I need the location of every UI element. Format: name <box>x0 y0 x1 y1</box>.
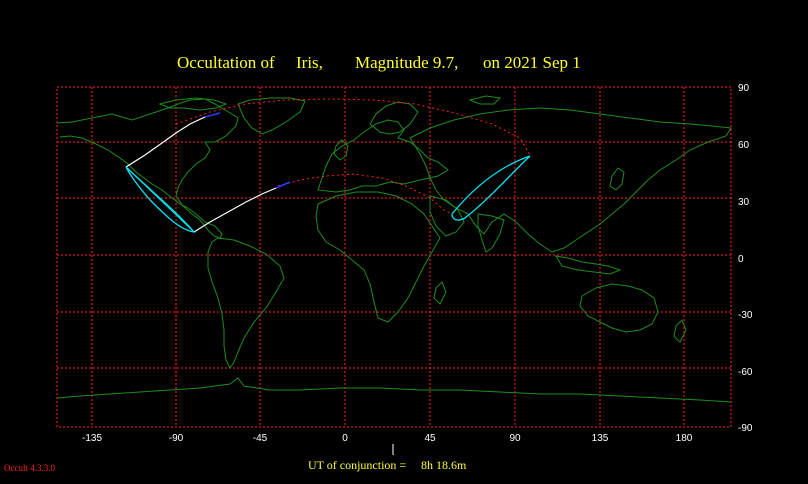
coast-japan <box>609 167 625 191</box>
coast-scandinavia <box>369 101 419 135</box>
coast-antarctica <box>56 377 732 403</box>
title-occultation-prefix: Occultation of <box>177 53 275 72</box>
coast-madagascar <box>433 281 447 305</box>
x-tick-label: 135 <box>592 433 609 444</box>
conjunction-info: UT of conjunction = 8h 18.6m <box>308 458 467 472</box>
coast-britain <box>333 139 349 161</box>
x-tick-label: -135 <box>82 433 102 444</box>
coast-greenland <box>237 97 306 135</box>
y-tick-label: -90 <box>738 423 753 434</box>
y-tick-label: 0 <box>738 254 744 265</box>
coast-india <box>477 213 505 253</box>
y-tick-label: -30 <box>738 310 753 321</box>
horizon-limit-chord-west <box>125 166 195 233</box>
coast-australia <box>579 283 659 333</box>
coast-europe <box>317 119 449 193</box>
x-tick-label: 180 <box>676 433 693 444</box>
title-magnitude: Magnitude 9.7, <box>355 53 458 72</box>
x-tick-label: -45 <box>253 433 268 444</box>
title-object: Iris, <box>296 53 323 72</box>
coast-north-america <box>56 98 239 239</box>
x-tick-label: 45 <box>424 433 436 444</box>
horizon-limit-loop-east <box>451 155 531 221</box>
title-date: on 2021 Sep 1 <box>483 53 581 72</box>
horizon-limit-loop-west <box>125 166 196 233</box>
y-axis-ticks: 90 60 30 0 -30 -60 -90 <box>738 83 753 434</box>
coast-arabia <box>429 195 465 237</box>
map-title: Occultation of Iris, Magnitude 9.7, on 2… <box>177 53 581 72</box>
x-tick-label: 0 <box>342 433 348 444</box>
conjunction-label: UT of conjunction = <box>308 458 406 472</box>
x-axis-ticks: -135 -90 -45 0 45 90 135 180 <box>82 433 693 444</box>
coast-canadian-arctic <box>158 97 228 111</box>
y-tick-label: 90 <box>738 83 750 94</box>
map-frame <box>56 86 732 428</box>
occultation-path <box>125 98 531 233</box>
coast-arctic-islands <box>468 95 502 105</box>
central-line-south <box>193 187 277 233</box>
y-tick-label: 60 <box>738 140 750 151</box>
coast-new-zealand <box>673 319 687 343</box>
central-line-night-south <box>275 181 291 189</box>
x-tick-label: -90 <box>169 433 184 444</box>
coast-asia <box>409 107 732 253</box>
software-version: Occult 4.3.3.0 <box>4 463 55 473</box>
y-tick-label: 30 <box>738 197 750 208</box>
sun-limit-line-south <box>277 173 453 215</box>
coast-africa <box>315 191 441 323</box>
conjunction-time: 8h 18.6m <box>421 458 467 472</box>
sun-limit-line-north <box>175 98 531 156</box>
coast-south-america <box>207 237 285 369</box>
central-line-night-north <box>204 112 221 118</box>
coastlines <box>56 95 732 403</box>
central-line-north <box>125 116 206 168</box>
graticule <box>57 87 731 427</box>
y-tick-label: -60 <box>738 367 753 378</box>
coast-indonesia <box>555 255 622 275</box>
x-tick-label: 90 <box>509 433 521 444</box>
